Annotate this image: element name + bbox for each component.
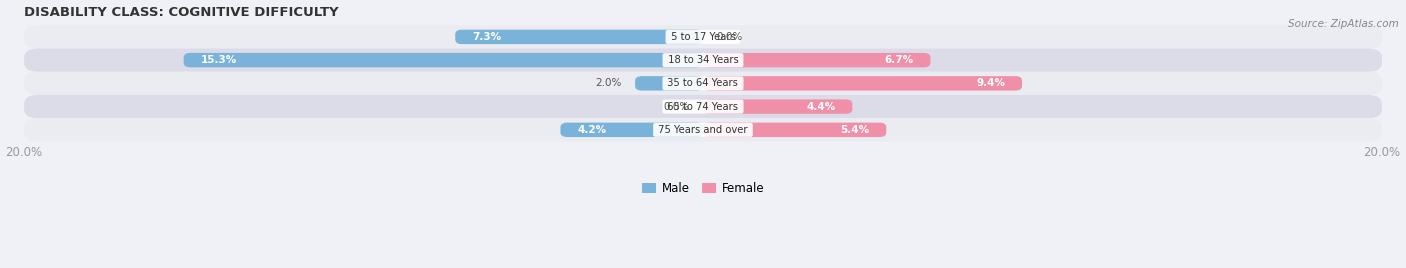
Text: 35 to 64 Years: 35 to 64 Years: [665, 78, 741, 88]
Text: 9.4%: 9.4%: [976, 78, 1005, 88]
FancyBboxPatch shape: [703, 99, 852, 114]
FancyBboxPatch shape: [24, 49, 1382, 72]
Text: Source: ZipAtlas.com: Source: ZipAtlas.com: [1288, 19, 1399, 29]
Text: DISABILITY CLASS: COGNITIVE DIFFICULTY: DISABILITY CLASS: COGNITIVE DIFFICULTY: [24, 6, 339, 18]
Text: 0.0%: 0.0%: [664, 102, 689, 111]
FancyBboxPatch shape: [24, 25, 1382, 49]
FancyBboxPatch shape: [24, 72, 1382, 95]
FancyBboxPatch shape: [561, 123, 703, 137]
FancyBboxPatch shape: [636, 76, 703, 91]
Text: 18 to 34 Years: 18 to 34 Years: [665, 55, 741, 65]
FancyBboxPatch shape: [24, 95, 1382, 118]
FancyBboxPatch shape: [24, 118, 1382, 142]
Legend: Male, Female: Male, Female: [637, 177, 769, 199]
Text: 5.4%: 5.4%: [841, 125, 869, 135]
FancyBboxPatch shape: [703, 53, 931, 67]
Text: 2.0%: 2.0%: [595, 78, 621, 88]
Text: 65 to 74 Years: 65 to 74 Years: [665, 102, 741, 111]
Text: 75 Years and over: 75 Years and over: [655, 125, 751, 135]
Text: 4.2%: 4.2%: [578, 125, 606, 135]
Text: 6.7%: 6.7%: [884, 55, 914, 65]
FancyBboxPatch shape: [703, 76, 1022, 91]
Text: 0.0%: 0.0%: [717, 32, 742, 42]
Text: 7.3%: 7.3%: [472, 32, 502, 42]
FancyBboxPatch shape: [184, 53, 703, 67]
Text: 4.4%: 4.4%: [806, 102, 835, 111]
FancyBboxPatch shape: [456, 30, 703, 44]
Text: 15.3%: 15.3%: [201, 55, 236, 65]
Text: 5 to 17 Years: 5 to 17 Years: [668, 32, 738, 42]
FancyBboxPatch shape: [703, 123, 886, 137]
